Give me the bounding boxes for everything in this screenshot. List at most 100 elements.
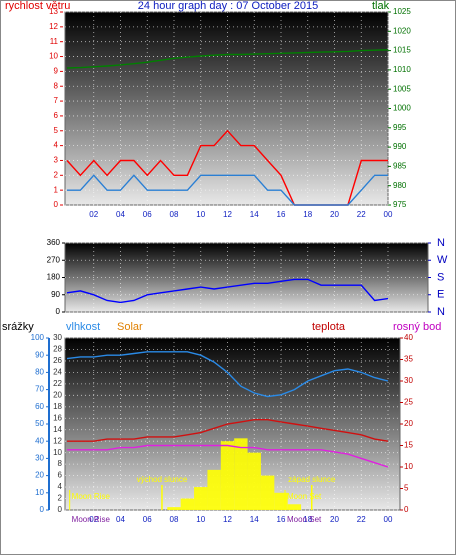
x-tick-label: 12 xyxy=(223,515,232,524)
solar-bar xyxy=(180,498,195,510)
series-line xyxy=(66,278,389,304)
series-line xyxy=(67,174,388,206)
y2-tick-label: W xyxy=(437,254,448,266)
y2-tick-label: 1020 xyxy=(393,26,411,35)
x-tick-label: 16 xyxy=(277,515,286,524)
x-tick-label: 02 xyxy=(89,210,98,219)
y2-tick-label: 0 xyxy=(404,505,409,514)
y-tick-label: 12 xyxy=(49,22,58,31)
y2-tick-label: N xyxy=(437,306,445,318)
x-tick-label: 12 xyxy=(223,210,232,219)
y2-axis-title: teplota xyxy=(312,321,346,333)
y-tick-label: 10 xyxy=(35,488,44,497)
y-tick-label: 3 xyxy=(54,156,59,165)
x-tick-label: 06 xyxy=(143,515,152,524)
y2-tick-label: E xyxy=(437,289,444,301)
y-tick-label: 100 xyxy=(31,333,45,342)
x-tick-label: 00 xyxy=(384,515,393,524)
y-tick-label: 90 xyxy=(35,350,44,359)
x-tick-label: 06 xyxy=(143,210,152,219)
y-tick-label: 1 xyxy=(54,185,59,194)
y-axis-title: srážky xyxy=(2,321,34,333)
y3-tick-label: 4 xyxy=(58,482,63,491)
x-tick-label: 22 xyxy=(357,515,366,524)
moon-label: Moon Rise xyxy=(72,492,111,501)
y-tick-label: 6 xyxy=(54,111,59,120)
solar-bar xyxy=(207,469,221,510)
x-tick-label: 16 xyxy=(277,210,286,219)
y-tick-label: 90 xyxy=(51,290,60,299)
y2-tick-label: 990 xyxy=(393,142,407,151)
y3-tick-label: 16 xyxy=(53,413,62,422)
y-tick-label: 60 xyxy=(35,402,44,411)
y2-tick-label: 1025 xyxy=(393,7,411,16)
moon-axis-label: Moon Set xyxy=(287,515,322,524)
series-line xyxy=(66,351,389,398)
solar-bar xyxy=(167,507,181,510)
solar-bar xyxy=(287,504,302,510)
dew-title: rosný bod xyxy=(393,321,441,333)
y-tick-label: 30 xyxy=(35,454,44,463)
y-tick-label: 270 xyxy=(47,255,61,264)
y2-tick-label: 985 xyxy=(393,162,407,171)
series-line xyxy=(66,49,389,69)
y3-tick-label: 2 xyxy=(58,494,63,503)
x-tick-label: 02 xyxy=(89,515,98,524)
x-tick-label: 18 xyxy=(303,515,312,524)
y3-tick-label: 14 xyxy=(53,425,62,434)
y-tick-label: 20 xyxy=(35,471,44,480)
y2-tick-label: 25 xyxy=(404,398,413,407)
y3-tick-label: 10 xyxy=(53,448,62,457)
y3-tick-label: 12 xyxy=(53,436,62,445)
chart-title: 24 hour graph day : 07 October 2015 xyxy=(138,0,318,12)
y-tick-label: 2 xyxy=(54,170,59,179)
y2-tick-label: 1010 xyxy=(393,65,411,74)
x-tick-label: 18 xyxy=(303,210,312,219)
series-line xyxy=(67,419,389,442)
y2-tick-label: S xyxy=(437,271,444,283)
x-tick-label: 08 xyxy=(170,210,179,219)
plot-area xyxy=(64,11,389,206)
y-tick-label: 0 xyxy=(56,307,61,316)
y2-tick-label: 975 xyxy=(393,200,407,209)
solar-bar xyxy=(194,487,208,510)
y2-tick-label: 5 xyxy=(404,484,409,493)
y-tick-label: 50 xyxy=(35,419,44,428)
series-line xyxy=(67,444,389,468)
y3-tick-label: 20 xyxy=(53,390,62,399)
y2-tick-label: 995 xyxy=(393,123,407,132)
y2-tick-label: 10 xyxy=(404,462,413,471)
sun-label: západ slunce xyxy=(288,475,336,484)
y-tick-label: 5 xyxy=(54,126,59,135)
y2-tick-label: 15 xyxy=(404,441,413,450)
y-tick-label: 4 xyxy=(54,141,59,150)
x-tick-label: 20 xyxy=(330,210,339,219)
y3-tick-label: 8 xyxy=(58,459,63,468)
x-tick-label: 00 xyxy=(384,210,393,219)
solar-bar xyxy=(220,441,235,510)
y-tick-label: 40 xyxy=(35,436,44,445)
y3-axis-title: vlhkost xyxy=(66,321,100,333)
y3-tick-label: 24 xyxy=(53,368,62,377)
y3-tick-label: 30 xyxy=(53,333,62,342)
moon-label: Moon Set xyxy=(287,492,322,501)
solar-bar xyxy=(247,452,261,510)
y-tick-label: 360 xyxy=(47,238,61,247)
y-axis-title: rychlost větru xyxy=(5,0,70,12)
x-tick-label: 10 xyxy=(196,210,205,219)
x-tick-label: 04 xyxy=(116,210,125,219)
y2-tick-label: 1005 xyxy=(393,84,411,93)
y-tick-label: 0 xyxy=(54,200,59,209)
x-tick-label: 14 xyxy=(250,210,259,219)
solar-bar xyxy=(234,438,248,510)
y-tick-label: 11 xyxy=(50,37,59,46)
y-tick-label: 7 xyxy=(54,96,59,105)
y3-tick-label: 26 xyxy=(53,356,62,365)
solar-bar xyxy=(274,492,288,510)
solar-title: Solar xyxy=(117,321,143,333)
y-tick-label: 10 xyxy=(49,52,58,61)
solar-bar xyxy=(260,475,275,510)
y3-tick-label: 0 xyxy=(58,505,63,514)
y-tick-label: 9 xyxy=(54,66,59,75)
